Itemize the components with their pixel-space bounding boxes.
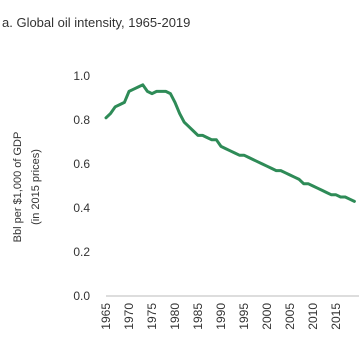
- y-axis-ticks: 1.0 0.8 0.6 0.4 0.2 0.0: [73, 69, 90, 303]
- x-tick-label: 1985: [191, 303, 205, 330]
- x-tick-label: 2005: [283, 303, 297, 330]
- y-axis-sublabel: (in 2015 prices): [30, 149, 42, 225]
- y-tick-label: 0.2: [73, 245, 90, 259]
- x-tick-label: 1995: [237, 303, 251, 330]
- y-axis-label: Bbl per $1,000 of GDP: [12, 132, 24, 243]
- x-tick-label: 2000: [260, 303, 274, 330]
- x-tick-label: 2015: [329, 303, 343, 330]
- x-tick-label: 1980: [168, 303, 182, 330]
- chart-title: a. Global oil intensity, 1965-2019: [2, 15, 190, 30]
- x-tick-label: 1970: [122, 303, 136, 330]
- y-tick-label: 0.4: [73, 201, 90, 215]
- y-tick-label: 0.0: [73, 289, 90, 303]
- y-tick-label: 1.0: [73, 69, 90, 83]
- y-tick-label: 0.8: [73, 113, 90, 127]
- x-tick-label: 1975: [145, 303, 159, 330]
- x-tick-label: 1990: [214, 303, 228, 330]
- x-tick-label: 2010: [306, 303, 320, 330]
- x-axis-ticks: 1965 1970 1975 1980 1985 1990 1995 2000 2005 2010…: [99, 303, 343, 330]
- x-tick-label: 1965: [99, 303, 113, 330]
- series-line: [104, 83, 356, 203]
- y-tick-label: 0.6: [73, 157, 90, 171]
